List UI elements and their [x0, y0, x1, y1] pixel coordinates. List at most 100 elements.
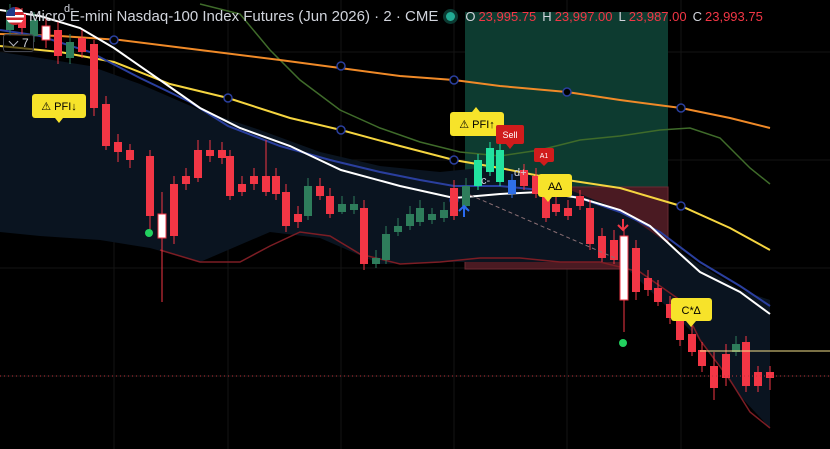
low-label: L [618, 8, 626, 24]
candle-body[interactable] [157, 213, 167, 239]
candle-body[interactable] [508, 180, 516, 194]
candle-body[interactable] [194, 150, 202, 178]
candle-body[interactable] [698, 350, 706, 366]
high-value: 23,997.00 [554, 8, 613, 24]
pivot-node [449, 155, 459, 165]
symbol-title[interactable]: Micro E-mini Nasdaq-100 Index Futures (J… [29, 7, 439, 25]
candle-body[interactable] [304, 186, 312, 216]
candle-body[interactable] [428, 214, 436, 220]
pivot-node [336, 125, 346, 135]
close-label: C [692, 8, 702, 24]
a-delta-badge[interactable]: A∆ [538, 174, 572, 202]
pfi-down-text: ⚠ PFI↓ [41, 101, 77, 113]
candle-body[interactable] [644, 278, 652, 290]
signal-markers [145, 204, 629, 347]
candle-body[interactable] [532, 176, 540, 194]
candle-body[interactable] [66, 42, 74, 58]
candle-body[interactable] [326, 196, 334, 214]
candle-body[interactable] [382, 234, 390, 260]
candle-body[interactable] [742, 342, 750, 386]
sell-badge[interactable]: Sell [496, 125, 524, 149]
candle-body[interactable] [350, 204, 358, 210]
candle-body[interactable] [619, 235, 629, 301]
pivot-node [336, 61, 346, 71]
candle-body[interactable] [114, 142, 122, 152]
candle-body[interactable] [250, 176, 258, 184]
candle-body[interactable] [486, 148, 494, 172]
candle-body[interactable] [282, 192, 290, 226]
candle-body[interactable] [676, 320, 684, 340]
candle-body[interactable] [294, 214, 302, 222]
candle-body[interactable] [632, 248, 640, 292]
candle-body[interactable] [406, 214, 414, 226]
candle-body[interactable] [272, 176, 280, 194]
low-value: 23,987.00 [628, 8, 687, 24]
candle-body[interactable] [226, 156, 234, 196]
indicators-toggle[interactable]: 7 [3, 34, 34, 52]
c-star-delta-badge[interactable]: C*∆ [671, 298, 712, 327]
candle-body[interactable] [102, 104, 110, 146]
candle-body[interactable] [416, 208, 424, 222]
candle-body[interactable] [520, 170, 528, 186]
candle-body[interactable] [552, 204, 560, 212]
candle-body[interactable] [440, 210, 448, 218]
pivot-node [562, 87, 572, 97]
candle-body[interactable] [90, 44, 98, 108]
candle-body[interactable] [496, 150, 504, 182]
ma-blue-line [0, 29, 771, 307]
a1-badge[interactable]: A1 [534, 148, 554, 166]
candle-body[interactable] [206, 150, 214, 156]
close-value: 23,993.75 [705, 8, 763, 24]
candle-body[interactable] [170, 184, 178, 236]
candle-body[interactable] [262, 176, 270, 192]
candle-body[interactable] [542, 196, 550, 218]
candle-body[interactable] [450, 188, 458, 216]
symbol-header: Micro E-mini Nasdaq-100 Index Futures (J… [0, 0, 769, 32]
candle-body[interactable] [462, 186, 470, 206]
candle-body[interactable] [126, 150, 134, 160]
candle-bodies [6, 10, 774, 388]
candle-body[interactable] [218, 150, 226, 158]
candle-body[interactable] [41, 25, 51, 41]
ma-orange-line [0, 33, 771, 129]
candle-body[interactable] [30, 20, 38, 36]
candle-body[interactable] [576, 196, 584, 206]
sell-text: Sell [502, 130, 517, 140]
indicator-count: 7 [22, 36, 29, 50]
candle-body[interactable] [316, 186, 324, 196]
candle-body[interactable] [360, 208, 368, 264]
candle-body[interactable] [338, 204, 346, 212]
up-arrow-icon [458, 204, 470, 217]
candle-body[interactable] [710, 366, 718, 388]
candle-body[interactable] [372, 258, 380, 264]
candle-body[interactable] [732, 344, 740, 352]
lower-band-line [159, 231, 771, 429]
candle-body[interactable] [688, 334, 696, 352]
us-flag-icon [6, 7, 24, 25]
candle-body[interactable] [238, 184, 246, 192]
candle-body[interactable] [586, 208, 594, 244]
c-star-delta-text: C*∆ [682, 305, 701, 317]
candle-body[interactable] [666, 304, 674, 318]
candle-body[interactable] [564, 208, 572, 216]
candle-body[interactable] [182, 176, 190, 184]
chevron-down-icon [8, 36, 19, 47]
candle-body[interactable] [654, 288, 662, 302]
candle-body[interactable] [598, 236, 606, 258]
pfi-down-badge[interactable]: ⚠ PFI↓ [32, 94, 86, 123]
candle-body[interactable] [610, 240, 618, 260]
candle-body[interactable] [722, 354, 730, 378]
candle-body[interactable] [766, 372, 774, 378]
candle-body[interactable] [54, 30, 62, 56]
pivot-node [223, 93, 233, 103]
candle-body[interactable] [474, 160, 482, 186]
a-delta-text: A∆ [548, 181, 562, 193]
candle-body[interactable] [78, 38, 86, 52]
pivot-node [676, 103, 686, 113]
candle-body[interactable] [394, 226, 402, 232]
candle-body[interactable] [146, 156, 154, 216]
candle-body[interactable] [754, 372, 762, 386]
pfi-up-badge[interactable]: ⚠ PFI↑ [450, 107, 504, 136]
trade-target-line [469, 194, 616, 259]
